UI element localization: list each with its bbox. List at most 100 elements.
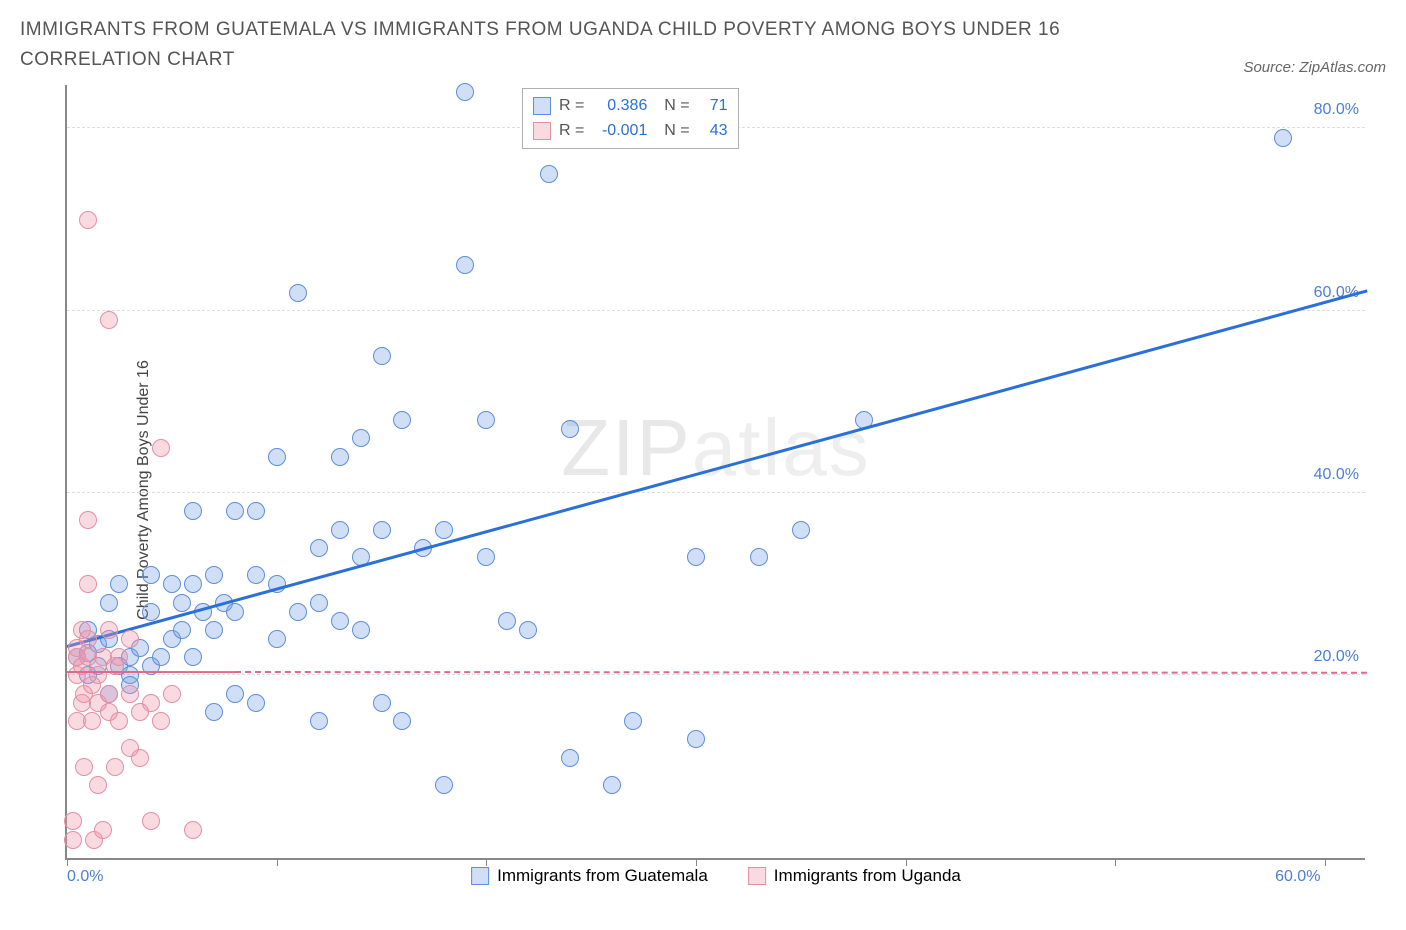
gridline [67, 492, 1365, 493]
data-point [393, 411, 411, 429]
data-point [456, 83, 474, 101]
data-point [226, 603, 244, 621]
data-point [106, 758, 124, 776]
legend-swatch [533, 97, 551, 115]
chart-container: Child Poverty Among Boys Under 16 ZIPatl… [20, 80, 1386, 900]
data-point [435, 521, 453, 539]
legend-swatch [471, 867, 489, 885]
plot-area: ZIPatlas 20.0%40.0%60.0%80.0%0.0%60.0%R … [65, 85, 1365, 860]
data-point [64, 812, 82, 830]
data-point [540, 165, 558, 183]
legend-swatch [533, 122, 551, 140]
data-point [142, 603, 160, 621]
data-point [687, 548, 705, 566]
data-point [310, 594, 328, 612]
data-point [131, 749, 149, 767]
data-point [331, 521, 349, 539]
data-point [331, 448, 349, 466]
legend-item: Immigrants from Uganda [748, 866, 961, 886]
legend-swatch [748, 867, 766, 885]
data-point [331, 612, 349, 630]
y-tick-label: 40.0% [1314, 466, 1359, 484]
data-point [100, 621, 118, 639]
data-point [268, 630, 286, 648]
x-tick [277, 858, 278, 866]
data-point [79, 575, 97, 593]
source-credit: Source: ZipAtlas.com [1243, 59, 1386, 76]
trend-line [235, 671, 1367, 674]
data-point [79, 630, 97, 648]
data-point [561, 749, 579, 767]
data-point [247, 694, 265, 712]
n-label: N = [655, 93, 689, 119]
data-point [142, 694, 160, 712]
trend-line [67, 671, 235, 673]
data-point [687, 730, 705, 748]
data-point [352, 429, 370, 447]
data-point [163, 685, 181, 703]
data-point [624, 712, 642, 730]
data-point [100, 685, 118, 703]
data-point [100, 594, 118, 612]
data-point [1274, 129, 1292, 147]
series-legend: Immigrants from Guatemala Immigrants from… [471, 866, 961, 886]
y-tick-label: 80.0% [1314, 101, 1359, 119]
data-point [79, 211, 97, 229]
data-point [110, 575, 128, 593]
x-tick-label: 60.0% [1275, 868, 1320, 886]
data-point [100, 311, 118, 329]
data-point [205, 621, 223, 639]
data-point [142, 566, 160, 584]
data-point [184, 648, 202, 666]
data-point [289, 284, 307, 302]
data-point [561, 420, 579, 438]
data-point [247, 566, 265, 584]
n-value: 71 [698, 93, 728, 119]
data-point [373, 521, 391, 539]
legend-item: Immigrants from Guatemala [471, 866, 708, 886]
gridline [67, 310, 1365, 311]
data-point [456, 256, 474, 274]
data-point [226, 685, 244, 703]
data-point [94, 821, 112, 839]
data-point [142, 812, 160, 830]
data-point [163, 575, 181, 593]
y-tick-label: 20.0% [1314, 648, 1359, 666]
data-point [79, 511, 97, 529]
data-point [247, 502, 265, 520]
data-point [519, 621, 537, 639]
data-point [83, 712, 101, 730]
data-point [184, 821, 202, 839]
data-point [121, 685, 139, 703]
data-point [268, 448, 286, 466]
trend-line [67, 290, 1368, 648]
chart-title: IMMIGRANTS FROM GUATEMALA VS IMMIGRANTS … [20, 15, 1120, 76]
legend-row: R =-0.001 N =43 [533, 118, 728, 144]
x-tick [1325, 858, 1326, 866]
legend-label: Immigrants from Guatemala [497, 866, 708, 886]
x-tick [1115, 858, 1116, 866]
data-point [110, 712, 128, 730]
data-point [477, 411, 495, 429]
data-point [173, 621, 191, 639]
data-point [152, 712, 170, 730]
x-tick [696, 858, 697, 866]
data-point [498, 612, 516, 630]
watermark: ZIPatlas [561, 402, 870, 494]
r-label: R = [559, 93, 584, 119]
x-tick [486, 858, 487, 866]
gridline [67, 674, 1365, 675]
x-tick-label: 0.0% [67, 868, 103, 886]
data-point [750, 548, 768, 566]
data-point [152, 439, 170, 457]
data-point [205, 703, 223, 721]
data-point [310, 712, 328, 730]
data-point [792, 521, 810, 539]
data-point [373, 347, 391, 365]
data-point [310, 539, 328, 557]
data-point [89, 776, 107, 794]
legend-row: R =0.386 N =71 [533, 93, 728, 119]
data-point [184, 575, 202, 593]
r-value: -0.001 [592, 118, 647, 144]
correlation-legend: R =0.386 N =71R =-0.001 N =43 [522, 88, 739, 149]
